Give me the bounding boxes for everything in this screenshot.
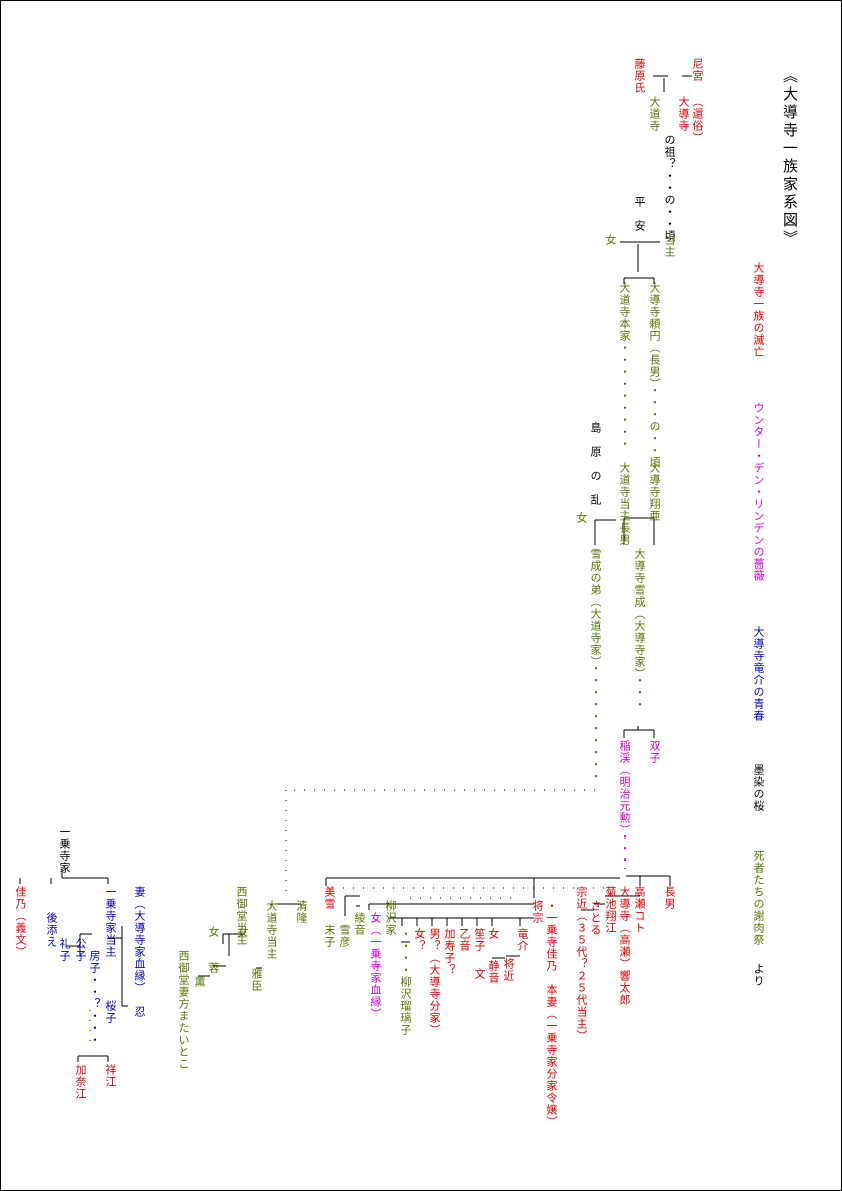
person-daidouji_plain: 大道寺 — [648, 96, 661, 132]
source-title-3: 墨染の桜 — [752, 764, 765, 812]
source-title-5: より — [752, 963, 765, 987]
person-kaoru: 薫 — [193, 976, 206, 988]
person-so: の祖？・・の・・頃 — [663, 134, 676, 242]
source-title-1: ウンター・デン・リンデンの薔薇 — [752, 402, 765, 582]
person-tousyu: 当主 — [663, 234, 676, 258]
person-onna_shizune: 女 — [487, 928, 500, 940]
person-fusako: 房子・・？・・・ — [88, 950, 101, 1046]
person-otone: 乙音 — [458, 928, 471, 952]
person-sueko: 末子 — [323, 924, 336, 948]
person-jun: 蓉 — [207, 962, 220, 974]
person-fujiwara: 藤原氏 — [633, 58, 646, 94]
person-shinobu: 忍 — [133, 1006, 146, 1018]
person-heian: 平 安 — [633, 196, 646, 232]
person-shimabara: 島 原 の 乱 — [589, 422, 602, 506]
person-futago: 双子 — [648, 740, 661, 764]
person-raien: 大導寺頼円（長男）・・・の・・頃 — [648, 282, 661, 469]
person-miyuki: 美雪 — [323, 886, 336, 910]
person-toushu_chounan: 大道寺当主長男 — [618, 462, 631, 546]
person-shizune: 静音 — [487, 960, 500, 984]
person-sakurako: 桜子 — [104, 1000, 117, 1024]
person-honke: 大道寺本家・・・・・・・・・ — [618, 282, 631, 450]
person-ryuusuke: 竜介 — [516, 928, 529, 952]
person-kiyotaka: 清隆 — [295, 900, 308, 924]
person-shoukon: 将近 — [502, 958, 515, 982]
person-daidouji_toushu: 大道寺当主 — [265, 900, 278, 960]
person-shoumune: 将宗 — [531, 900, 544, 924]
person-kanae: 加奈江 — [74, 1064, 87, 1100]
person-chounan: 長男 — [663, 886, 676, 910]
person-nishi_tsuma: 西御堂妻方またいとこ — [177, 950, 190, 1070]
person-onna1: 女 — [604, 234, 617, 246]
source-title-0: 大導寺一族の滅亡 — [752, 262, 765, 358]
person-onna4: 女 — [236, 926, 249, 938]
person-shoua: 大導寺翔亜 — [648, 462, 661, 522]
person-shoukou: 祥江 — [104, 1064, 117, 1088]
person-yanagisawa_ruriko: ・・・・柳沢瑠璃子 — [399, 928, 412, 1036]
person-kyoutarou: 大導寺（高瀬）響太郎 — [618, 886, 631, 1006]
person-kanzoku: （還俗） — [691, 96, 704, 144]
person-satoru: さとる — [589, 900, 602, 936]
person-otoko: 男？（大導寺分家） — [428, 928, 441, 1036]
person-kaho: ・一乗寺佳乃 本妻（一乗寺家分家令嬢） — [545, 900, 558, 1128]
person-daidouji_top: 大導寺 — [677, 96, 690, 132]
person-yukinari: 大導寺雪成（大導寺家）・・・ — [633, 548, 646, 711]
person-sasako: 笙子 — [473, 928, 486, 952]
person-ayane: 綾音 — [353, 912, 366, 936]
person-takase_koto: 高瀬コト — [633, 886, 646, 934]
person-onnaq: 女？ — [413, 928, 426, 952]
page-title: 《大導寺一族家系図》 — [781, 68, 799, 248]
person-onna2: 女 — [575, 512, 588, 524]
person-gosoe: 後添え — [45, 912, 58, 948]
person-ichijou_toushu: 一乗寺家当主 — [104, 886, 117, 958]
person-onna_ichijou: 女（一乗寺家血縁） — [369, 912, 382, 1020]
person-reiko: 礼子 — [58, 938, 71, 962]
person-ichijou_ke: 一乗寺家 — [58, 826, 71, 874]
person-amamiya: 尼宮 — [691, 58, 704, 82]
person-kimiko: 公子 — [74, 938, 87, 962]
person-onna3: 女 — [207, 926, 220, 938]
person-tsuma: 妻（大導寺家血縁） — [133, 886, 146, 994]
person-sochika: 宗近（３５代？２５代当主） — [575, 886, 588, 1042]
person-kazuko: 加寿子？ — [443, 928, 456, 976]
person-yukihiko: 雪彦 — [338, 924, 351, 948]
source-title-2: 大導寺竜介の青春 — [752, 626, 765, 722]
person-kikuchi: 菊池翔江 — [604, 886, 617, 934]
person-nishi_toushu: 西御堂当主 — [235, 886, 248, 946]
source-title-4: 死者たちの謝肉祭 — [752, 850, 765, 946]
person-kano: 佳乃（義文） — [14, 886, 27, 958]
person-yukinari_otouto: 雪成の弟（大道寺家）・・・・・・・・・・ — [589, 548, 602, 783]
person-inaxi: 稲渓（明治元勲）・・・ — [618, 740, 631, 867]
person-masaomi: 雅臣 — [250, 968, 263, 992]
person-bun: 文 — [473, 968, 486, 980]
person-yanagisawa: 柳沢家 — [384, 900, 397, 936]
